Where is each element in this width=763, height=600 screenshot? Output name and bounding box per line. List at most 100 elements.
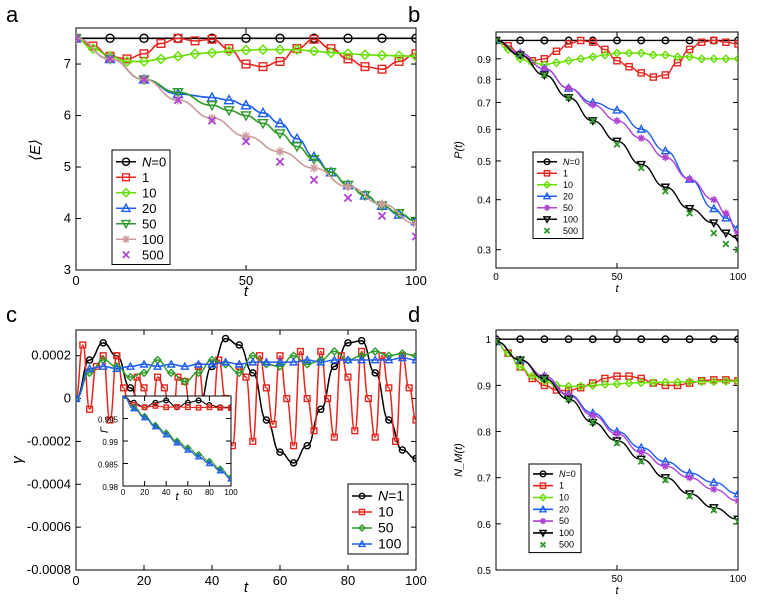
legend-marker bbox=[122, 235, 130, 244]
x-tick-label: 20 bbox=[140, 488, 149, 497]
data-point bbox=[412, 454, 416, 463]
data-point bbox=[661, 462, 669, 470]
data-point bbox=[589, 38, 597, 46]
data-point bbox=[612, 105, 622, 114]
data-point bbox=[151, 422, 160, 430]
data-point bbox=[139, 368, 149, 378]
data-point bbox=[206, 47, 218, 59]
data-point bbox=[684, 205, 695, 214]
data-point bbox=[710, 506, 718, 514]
data-point bbox=[637, 335, 646, 344]
data-point bbox=[540, 335, 549, 344]
legend-label: 100 bbox=[559, 528, 574, 538]
legend-label: 500 bbox=[142, 247, 164, 262]
data-point bbox=[722, 38, 730, 46]
data-point bbox=[660, 145, 671, 155]
data-point bbox=[685, 335, 694, 344]
data-point bbox=[364, 394, 372, 403]
y-tick-label: -0.0008 bbox=[27, 562, 71, 577]
y-axis-label: γ bbox=[9, 455, 26, 464]
data-point bbox=[733, 376, 738, 386]
data-point bbox=[636, 378, 646, 388]
data-point bbox=[565, 395, 573, 403]
data-point bbox=[588, 380, 598, 390]
data-point bbox=[195, 397, 202, 404]
x-tick-label: 100 bbox=[730, 574, 747, 585]
legend-marker bbox=[542, 180, 552, 189]
data-point bbox=[613, 117, 621, 125]
data-point bbox=[564, 335, 573, 344]
data-point bbox=[411, 33, 416, 44]
data-point bbox=[564, 56, 574, 66]
legend-marker bbox=[539, 541, 547, 548]
data-point bbox=[589, 101, 597, 109]
data-point bbox=[317, 347, 325, 356]
data-point bbox=[588, 117, 598, 126]
data-point bbox=[721, 54, 731, 64]
data-point bbox=[163, 397, 170, 404]
data-point bbox=[733, 488, 738, 498]
y-tick-label: 0.0002 bbox=[31, 348, 71, 363]
data-point bbox=[274, 44, 286, 56]
data-point bbox=[661, 476, 669, 484]
data-point bbox=[274, 117, 286, 128]
y-tick-label: 0.5 bbox=[477, 566, 491, 577]
legend-label: 100 bbox=[563, 214, 578, 224]
data-point bbox=[275, 56, 285, 66]
data-point bbox=[588, 418, 598, 428]
chart-panel-b: 0 50 1000.30.40.50.60.70.80.9tP(t)N=011020… bbox=[453, 31, 747, 295]
data-point bbox=[140, 384, 148, 392]
data-point bbox=[516, 335, 525, 344]
series-line-100 bbox=[123, 396, 231, 480]
data-point bbox=[661, 187, 669, 195]
data-point bbox=[661, 36, 670, 45]
data-point bbox=[87, 43, 99, 55]
data-point bbox=[152, 399, 159, 406]
data-point bbox=[589, 411, 597, 419]
data-point bbox=[195, 404, 202, 411]
chart-panel-c: 0 20 40 60 80 100-0.0008-0.0006-0.0004-0.0002… bbox=[9, 329, 427, 596]
legend-marker bbox=[539, 518, 547, 525]
data-point bbox=[371, 369, 379, 377]
data-point bbox=[261, 357, 271, 366]
data-point bbox=[551, 58, 562, 68]
data-point bbox=[216, 466, 224, 474]
legend-label: 20 bbox=[563, 191, 573, 201]
data-point bbox=[565, 84, 573, 92]
data-point bbox=[343, 54, 353, 64]
data-point bbox=[155, 53, 167, 65]
data-point bbox=[661, 153, 669, 162]
data-point bbox=[734, 518, 738, 526]
legend-marker bbox=[538, 493, 548, 502]
data-point bbox=[106, 416, 114, 424]
data-point bbox=[552, 47, 561, 55]
data-point bbox=[576, 381, 586, 391]
data-point bbox=[105, 33, 115, 44]
data-point bbox=[672, 52, 683, 62]
data-point bbox=[734, 497, 738, 505]
data-point bbox=[565, 94, 573, 102]
data-point bbox=[152, 402, 159, 409]
data-point bbox=[193, 359, 203, 368]
legend-marker bbox=[538, 529, 548, 538]
series-line-10 bbox=[76, 37, 416, 63]
x-tick-label: 100 bbox=[405, 273, 427, 288]
y-axis-label: Γ bbox=[99, 426, 111, 433]
data-point bbox=[283, 394, 291, 403]
x-tick-label: 100 bbox=[730, 272, 747, 283]
data-point bbox=[296, 347, 304, 356]
panel-label-d: d bbox=[408, 302, 420, 327]
legend-label: 20 bbox=[142, 201, 156, 216]
legend-marker bbox=[358, 492, 366, 500]
data-point bbox=[710, 485, 718, 493]
data-point bbox=[412, 416, 416, 424]
data-point bbox=[721, 376, 731, 386]
legend-label: 10 bbox=[559, 493, 569, 503]
data-point bbox=[249, 437, 257, 446]
data-point bbox=[661, 71, 670, 79]
y-tick-label: 7 bbox=[64, 56, 71, 71]
data-point bbox=[173, 437, 181, 445]
data-point bbox=[384, 355, 394, 364]
legend-marker bbox=[542, 191, 552, 200]
data-point bbox=[207, 34, 217, 44]
